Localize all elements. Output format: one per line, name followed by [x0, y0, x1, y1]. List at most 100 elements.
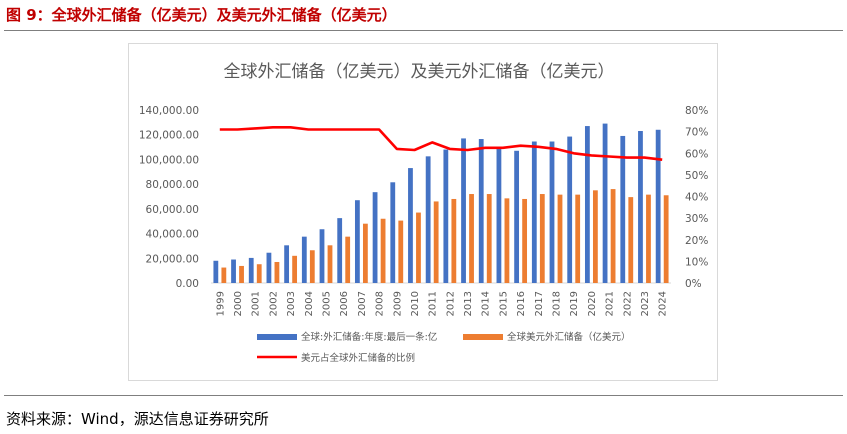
bar-global-reserve [408, 168, 413, 283]
bar-global-reserve [319, 229, 325, 283]
x-tick-label: 2024 [658, 291, 669, 316]
bar-global-reserve [531, 141, 537, 283]
bottom-rule [4, 395, 843, 396]
x-tick-label: 2006 [339, 291, 350, 316]
x-tick-label: 2007 [357, 291, 368, 316]
right-tick-label: 30% [685, 213, 708, 225]
bar-global-reserve [301, 236, 307, 283]
bar-usd-reserve [557, 194, 563, 283]
x-tick-label: 2003 [286, 291, 297, 316]
line-usd-share [219, 126, 663, 161]
x-tick-label: 2016 [516, 291, 527, 316]
bar-global-reserve [602, 123, 608, 283]
x-tick-label: 2002 [268, 291, 279, 316]
x-tick-label: 2018 [552, 291, 563, 316]
bar-global-reserve [372, 192, 378, 283]
right-tick-label: 50% [685, 170, 708, 182]
bar-usd-reserve [221, 267, 227, 283]
bar-global-reserve [284, 245, 290, 283]
x-tick-label: 1999 [215, 291, 226, 316]
bar-global-reserve [620, 135, 626, 283]
x-tick-label: 2013 [463, 291, 474, 316]
left-axis: 0.00 20,000.00 40,000.00 60,000.00 80,000.00… [139, 105, 199, 290]
top-rule [4, 30, 843, 31]
bar-usd-reserve [522, 198, 528, 283]
source-note: 资料来源：Wind，源达信息证券研究所 [6, 410, 269, 428]
bar-usd-reserve [345, 236, 351, 283]
bar-series [213, 123, 669, 283]
bar-usd-reserve [504, 198, 510, 283]
bar-usd-reserve [327, 245, 333, 283]
left-tick-label: 100,000.00 [139, 154, 199, 166]
bar-usd-reserve [398, 220, 404, 283]
bar-global-reserve [638, 131, 643, 283]
x-tick-label: 2019 [569, 291, 580, 316]
bar-usd-reserve [416, 212, 421, 283]
bar-global-reserve [584, 126, 590, 283]
x-axis: 1999 2000 2001 2002 2003 2004 2005 2006 2007 2008… [211, 282, 671, 316]
bar-global-reserve [337, 218, 343, 283]
bar-global-reserve [354, 200, 360, 283]
x-tick-label: 2010 [410, 291, 421, 316]
left-tick-label: 40,000.00 [146, 229, 199, 241]
right-tick-label: 40% [685, 192, 708, 204]
x-tick-label: 2014 [481, 291, 492, 316]
bar-usd-reserve [309, 250, 315, 283]
right-axis: 0% 10% 20% 30% 40% 50% 60% 70% 80% [685, 105, 708, 290]
x-tick-label: 2017 [534, 291, 545, 316]
x-tick-label: 2012 [445, 291, 456, 316]
bar-global-reserve [425, 156, 431, 283]
x-tick-label: 2015 [498, 291, 509, 316]
bar-usd-reserve [239, 265, 244, 283]
x-tick-label: 2020 [587, 291, 598, 316]
bar-global-reserve [213, 260, 219, 283]
bar-global-reserve [390, 182, 396, 283]
bar-global-reserve [655, 129, 661, 283]
chart-svg: 全球外汇储备（亿美元）及美元外汇储备（亿美元） 0.00 20,000.00 40,… [139, 62, 708, 364]
legend-label-share: 美元占全球外汇储备的比例 [301, 352, 415, 364]
bar-usd-reserve [362, 223, 368, 283]
bar-usd-reserve [380, 218, 386, 283]
bar-usd-reserve [451, 198, 457, 283]
bar-usd-reserve [646, 194, 651, 283]
left-tick-label: 120,000.00 [139, 130, 199, 142]
bar-usd-reserve [575, 194, 581, 283]
chart-title: 全球外汇储备（亿美元）及美元外汇储备（亿美元） [224, 62, 615, 82]
right-tick-label: 20% [685, 235, 708, 247]
bar-global-reserve [443, 149, 449, 283]
x-tick-label: 2005 [322, 291, 333, 316]
chart-container: 全球外汇储备（亿美元）及美元外汇储备（亿美元） 0.00 20,000.00 40,… [128, 43, 718, 381]
left-tick-label: 80,000.00 [146, 179, 199, 191]
left-tick-label: 140,000.00 [139, 105, 199, 117]
bar-usd-reserve [486, 194, 492, 283]
bar-usd-reserve [256, 264, 262, 283]
x-tick-label: 2004 [304, 291, 315, 316]
bar-global-reserve [549, 141, 555, 283]
figure-title: 图 9：全球外汇储备（亿美元）及美元外汇储备（亿美元） [6, 6, 397, 24]
x-tick-label: 2011 [428, 291, 439, 316]
x-tick-label: 2001 [251, 291, 262, 316]
bar-global-reserve [248, 257, 254, 283]
bar-usd-reserve [628, 197, 634, 283]
bar-global-reserve [567, 136, 573, 283]
legend-label-global: 全球:外汇储备:年度:最后一条:亿 [301, 331, 437, 343]
x-tick-label: 2009 [392, 291, 403, 316]
bar-usd-reserve [663, 195, 669, 283]
bar-global-reserve [478, 139, 484, 283]
bar-usd-reserve [433, 201, 439, 283]
x-tick-label: 2000 [233, 291, 244, 316]
left-tick-label: 60,000.00 [146, 204, 199, 216]
x-tick-label: 2008 [375, 291, 386, 316]
legend: 全球:外汇储备:年度:最后一条:亿 全球美元外汇储备（亿美元） 美元占全球外汇储备的… [257, 331, 631, 364]
bar-global-reserve [461, 138, 466, 283]
legend-swatch-usd [463, 334, 503, 340]
x-tick-label: 2023 [640, 291, 651, 316]
line-series [219, 126, 663, 161]
bar-usd-reserve [539, 194, 545, 283]
legend-label-usd: 全球美元外汇储备（亿美元） [507, 331, 631, 343]
bar-global-reserve [514, 150, 520, 283]
bar-usd-reserve [592, 190, 598, 283]
right-tick-label: 80% [685, 105, 708, 117]
bar-usd-reserve [469, 194, 474, 283]
right-tick-label: 60% [685, 148, 708, 160]
